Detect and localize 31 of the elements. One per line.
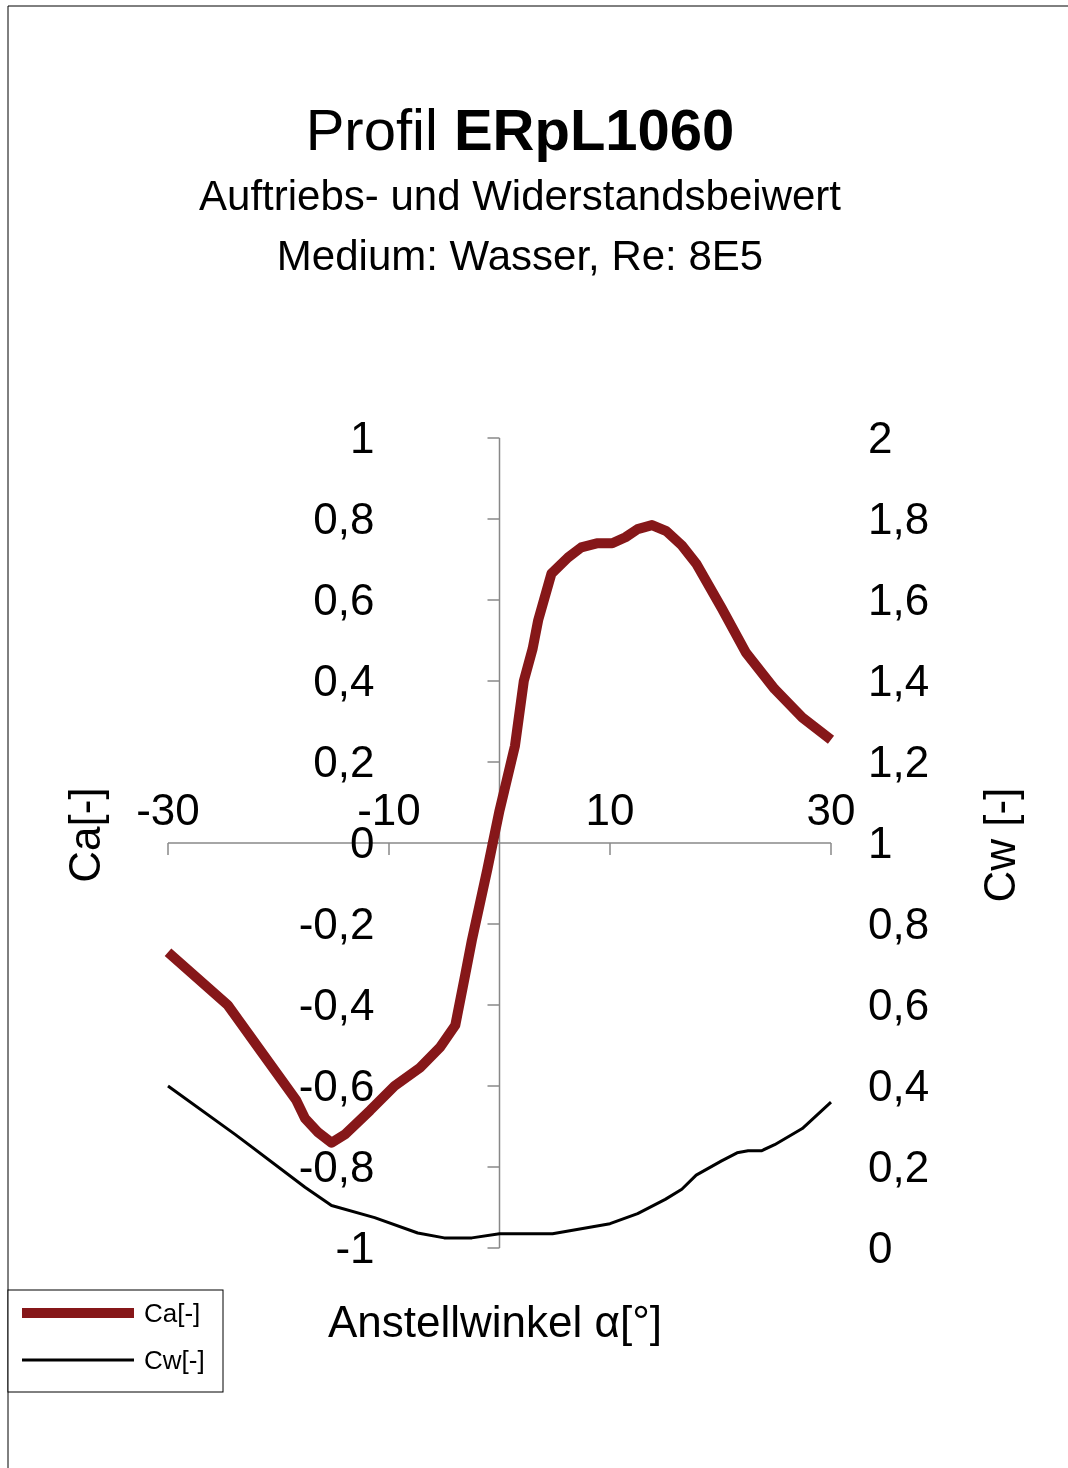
- y-tick-label: 1: [350, 413, 375, 463]
- x-tick-label: 10: [585, 785, 635, 834]
- x-axis-title: Anstellwinkel α[°]: [327, 1297, 663, 1346]
- y-tick-label: 0,4: [313, 656, 375, 706]
- legend-label: Ca[-]: [144, 1298, 201, 1329]
- x-tick-label: 30: [806, 785, 856, 834]
- y-tick-label: 0,6: [313, 575, 375, 625]
- y2-tick-label: 0: [868, 1223, 893, 1273]
- y2-tick-label: 1,2: [868, 737, 930, 787]
- y2-tick-label: 2: [868, 413, 893, 463]
- y2-tick-label: 1,6: [868, 575, 930, 625]
- y2-tick-label: 1,4: [868, 656, 930, 706]
- x-tick-label: -30: [136, 785, 200, 834]
- chart-title: Profil ERpL1060: [305, 97, 735, 162]
- y-tick-label: -0,8: [298, 1142, 375, 1192]
- y-tick-label: 0,2: [313, 737, 375, 787]
- y2-tick-label: 0,6: [868, 980, 930, 1030]
- y-tick-label: 0,8: [313, 494, 375, 544]
- y-tick-label: -0,6: [298, 1061, 375, 1111]
- legend-label: Cw[-]: [144, 1345, 205, 1376]
- y2-tick-label: 0,4: [868, 1061, 930, 1111]
- y2-tick-label: 1,8: [868, 494, 930, 544]
- y-axis-title: Ca[-]: [60, 787, 109, 883]
- y2-tick-label: 0,2: [868, 1142, 930, 1192]
- y2-tick-label: 0,8: [868, 899, 930, 949]
- y-tick-label: -0,4: [298, 980, 375, 1030]
- y2-tick-label: 1: [868, 818, 893, 868]
- y2-axis-title: Cw [-]: [975, 787, 1024, 903]
- y-tick-label: -1: [335, 1223, 375, 1273]
- chart-subtitle: Auftriebs- und Widerstandsbeiwert Medium: Wasser, Re: 8E5: [199, 172, 842, 279]
- y-tick-label: -0,2: [298, 899, 375, 949]
